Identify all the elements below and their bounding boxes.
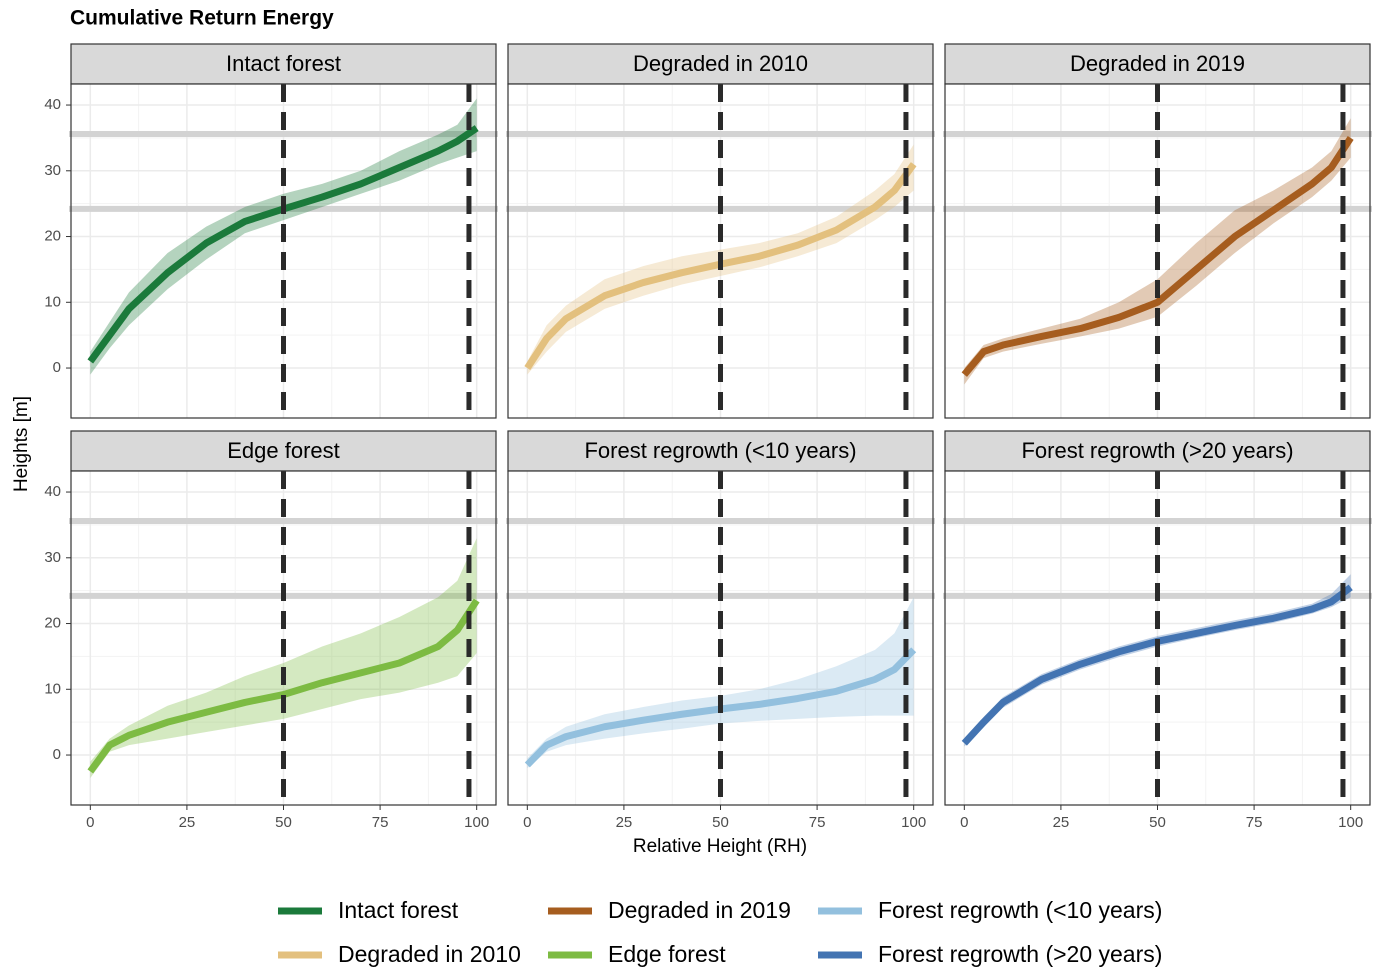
x-axis-label: Relative Height (RH) (633, 836, 807, 857)
strip-title: Edge forest (227, 438, 340, 463)
x-tick-label: 50 (1149, 814, 1166, 831)
panel-border (507, 470, 934, 806)
strip (944, 43, 1371, 85)
chart-title: Cumulative Return Energy (70, 7, 334, 30)
x-tick-label: 25 (179, 814, 196, 831)
x-tick-label: 75 (809, 814, 826, 831)
x-tick-label: 25 (1053, 814, 1070, 831)
y-tick-label: 40 (44, 96, 61, 113)
strip (70, 430, 497, 472)
legend-label: Degraded in 2019 (608, 897, 791, 923)
x-tick-label: 75 (372, 814, 389, 831)
strip (70, 43, 497, 85)
panel: Edge forest 0 25 50 75 100 0 10 20 30 40 (44, 430, 498, 831)
x-tick-label: 50 (275, 814, 292, 831)
legend-label: Forest regrowth (>20 years) (878, 941, 1162, 967)
panel-border (507, 83, 934, 419)
x-tick-label: 0 (523, 814, 531, 831)
legend-label: Forest regrowth (<10 years) (878, 897, 1162, 923)
x-tick-label: 75 (1246, 814, 1263, 831)
legend-label: Intact forest (338, 897, 459, 923)
panel-border (70, 470, 497, 806)
x-tick-label: 0 (960, 814, 968, 831)
panel-border (944, 83, 1371, 419)
y-tick-label: 40 (44, 483, 61, 500)
strip (507, 43, 934, 85)
y-tick-label: 20 (44, 228, 61, 245)
panel: Intact forest 0 10 20 30 40 (44, 43, 498, 419)
strip (944, 430, 1371, 472)
line (961, 135, 1354, 377)
y-axis-label: Heights [m] (11, 396, 32, 492)
panel-border (70, 83, 497, 419)
y-tick-label: 0 (53, 359, 61, 376)
strip-title: Forest regrowth (>20 years) (1021, 438, 1293, 463)
y-tick-label: 30 (44, 162, 61, 179)
y-tick-label: 30 (44, 549, 61, 566)
y-tick-label: 0 (53, 746, 61, 763)
strip-title: Intact forest (226, 51, 341, 76)
x-tick-label: 25 (616, 814, 633, 831)
y-tick-label: 20 (44, 615, 61, 632)
legend-label: Degraded in 2010 (338, 941, 521, 967)
legend-label: Edge forest (608, 941, 726, 967)
ribbon (964, 574, 1351, 747)
ribbon (90, 98, 477, 375)
x-tick-label: 100 (1338, 814, 1363, 831)
y-tick-label: 10 (44, 293, 61, 310)
panel: Forest regrowth (>20 years) 0 25 50 75 100 (943, 430, 1372, 831)
strip-title: Degraded in 2010 (633, 51, 808, 76)
x-tick-label: 100 (464, 814, 489, 831)
panel: Degraded in 2010 (506, 43, 935, 419)
y-tick-label: 10 (44, 680, 61, 697)
strip-title: Forest regrowth (<10 years) (584, 438, 856, 463)
strip-title: Degraded in 2019 (1070, 51, 1245, 76)
panel: Degraded in 2019 (943, 43, 1372, 419)
line (87, 598, 480, 774)
strip (507, 430, 934, 472)
panel: Forest regrowth (<10 years) 0 25 50 75 100 (506, 430, 935, 831)
x-tick-label: 0 (86, 814, 94, 831)
x-tick-label: 100 (901, 814, 926, 831)
panel-border (944, 470, 1371, 806)
x-tick-label: 50 (712, 814, 729, 831)
